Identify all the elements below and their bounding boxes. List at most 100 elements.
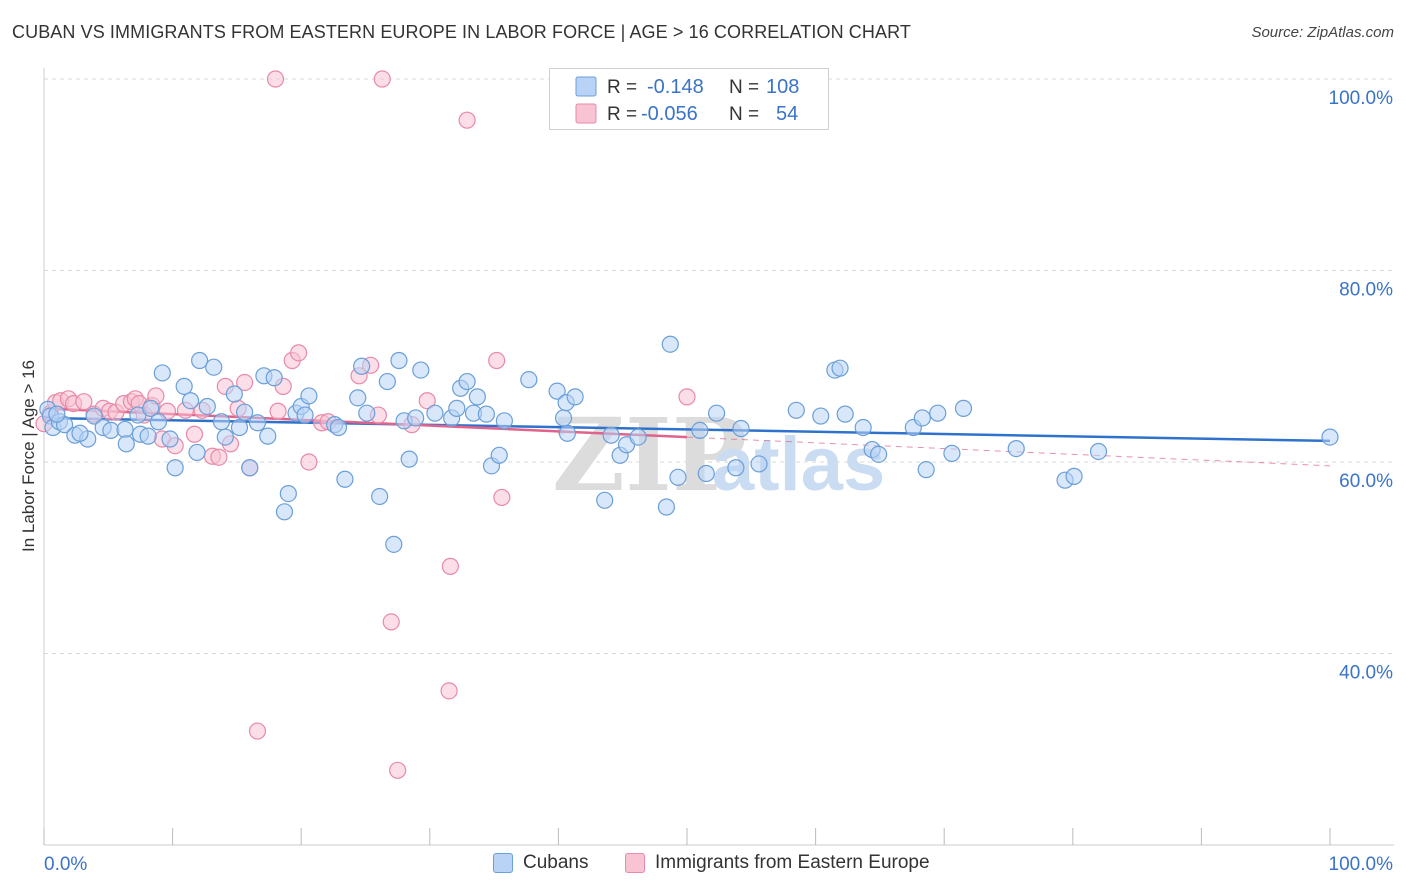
legend-r-value-2: -0.056: [641, 103, 698, 125]
cubans-point: [707, 404, 726, 422]
cubans-point: [870, 445, 888, 463]
cubans-points: [39, 335, 1339, 553]
legend-swatch-immigrants-bottom: [625, 853, 645, 873]
immigrants-point: [458, 111, 476, 129]
cubans-point: [117, 435, 135, 453]
cubans-point: [732, 419, 750, 438]
legend-r-label-2: R =: [607, 104, 637, 125]
axes: [43, 68, 1394, 846]
tick-labels: 100.0% 80.0% 60.0% 40.0% 0.0% 100.0%: [44, 88, 1393, 875]
legend-n-value-1: 108: [766, 76, 799, 98]
cubans-point: [669, 468, 687, 486]
cubans-point: [275, 503, 294, 521]
top-legend: R = -0.148 N = 108 R = -0.056 N = 54: [549, 68, 829, 130]
cubans-point: [166, 459, 184, 477]
cubans-point: [661, 335, 679, 353]
cubans-point: [412, 361, 430, 379]
cubans-point: [216, 428, 234, 446]
cubans-point: [225, 385, 243, 403]
cubans-point: [490, 446, 508, 464]
immigrants-point: [678, 388, 696, 406]
legend-r-label-1: R =: [607, 77, 637, 98]
cubans-point: [596, 491, 614, 509]
cubans-point: [336, 470, 354, 488]
immigrants-point: [418, 392, 436, 410]
cubans-point: [385, 535, 403, 553]
cubans-point: [300, 387, 318, 405]
cubans-point: [657, 498, 676, 516]
cubans-point: [142, 399, 160, 417]
cubans-point: [836, 405, 854, 423]
y-tick-label: 80.0%: [1339, 280, 1393, 301]
immigrants-point: [440, 682, 458, 700]
cubans-point: [495, 412, 513, 430]
cubans-point: [161, 430, 179, 448]
cubans-point: [750, 455, 768, 473]
cubans-point: [230, 418, 249, 437]
chart-title: CUBAN VS IMMIGRANTS FROM EASTERN EUROPE …: [12, 22, 911, 42]
cubans-point: [153, 364, 171, 382]
immigrants-point: [290, 344, 308, 362]
cubans-point: [191, 351, 209, 370]
cubans-point: [426, 404, 444, 422]
cubans-point: [182, 392, 200, 410]
cubans-point: [554, 409, 573, 427]
cubans-point: [371, 487, 389, 506]
legend-label-cubans: Cubans: [523, 852, 589, 873]
immigrants-point: [185, 425, 204, 443]
cubans-point: [520, 371, 538, 389]
cubans-point: [48, 405, 66, 423]
immigrants-point: [248, 722, 267, 740]
legend-r-value-1: -0.148: [647, 76, 704, 98]
cubans-point: [390, 351, 408, 370]
cubans-point: [241, 459, 259, 477]
legend-swatch-cubans: [575, 76, 597, 97]
cubans-point: [917, 461, 935, 479]
cubans-point: [929, 404, 947, 422]
cubans-point: [85, 407, 103, 425]
cubans-point: [349, 389, 367, 407]
bottom-legend: Cubans Immigrants from Eastern Europe: [0, 852, 1406, 878]
cubans-point: [175, 377, 193, 395]
cubans-point: [468, 388, 486, 406]
cubans-point: [353, 357, 371, 375]
cubans-point: [1089, 442, 1108, 461]
y-axis-label: In Labor Force | Age > 16: [19, 360, 38, 552]
cubans-point: [602, 426, 620, 444]
cubans-point: [1065, 467, 1083, 485]
x-tick-label-min: 0.0%: [44, 854, 87, 875]
y-tick-label: 60.0%: [1339, 471, 1393, 492]
cubans-point: [149, 413, 168, 431]
cubans-point: [116, 420, 134, 439]
legend-n-label-1: N =: [729, 77, 759, 98]
cubans-point: [378, 372, 396, 391]
immigrants-point: [269, 402, 287, 420]
cubans-point: [188, 443, 206, 462]
x-tick-label-max: 100.0%: [1329, 854, 1394, 875]
immigrants-point: [236, 373, 254, 392]
legend-item-immigrants: Immigrants from Eastern Europe: [625, 852, 930, 874]
cubans-point: [407, 409, 425, 427]
cubans-point: [812, 407, 830, 425]
cubans-point: [548, 382, 566, 400]
legend-label-immigrants: Immigrants from Eastern Europe: [655, 852, 930, 873]
cubans-point: [691, 421, 709, 440]
cubans-point: [1321, 428, 1339, 446]
cubans-point: [296, 406, 314, 424]
legend-n-label-2: N =: [729, 104, 759, 125]
cubans-point: [259, 427, 277, 445]
y-tick-label: 100.0%: [1329, 88, 1394, 109]
cubans-point: [943, 444, 961, 462]
cubans-point: [697, 464, 715, 483]
legend-n-value-2: 54: [776, 103, 798, 125]
immigrants-point: [75, 393, 93, 411]
immigrants-point: [493, 488, 511, 507]
legend-swatch-cubans-bottom: [493, 853, 513, 873]
cubans-point: [727, 459, 745, 477]
immigrants-point: [389, 761, 407, 779]
cubans-point: [400, 450, 418, 468]
cubans-point: [71, 424, 89, 442]
cubans-point: [458, 372, 476, 391]
cubans-point: [954, 399, 973, 417]
immigrants-point: [266, 70, 285, 88]
